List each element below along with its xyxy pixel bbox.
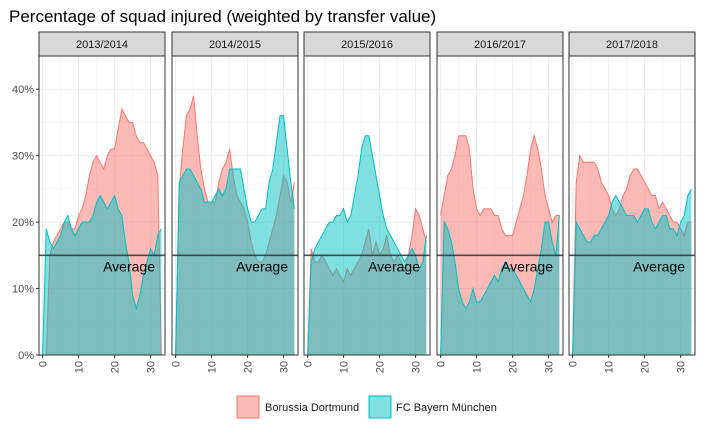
x-tick-label: 30	[676, 361, 688, 373]
facet-panel: 2013/2014 Average 0 10 20 30	[38, 31, 166, 373]
x-tick-label: 30	[279, 361, 291, 373]
area-fc-bayern-muenchen	[307, 135, 427, 355]
x-tick-label: 0	[171, 361, 183, 367]
line-fc-bayern-muenchen	[440, 215, 560, 356]
legend-label: FC Bayern München	[396, 402, 497, 414]
legend-key-borussia-dortmund	[236, 395, 260, 419]
average-label: Average	[501, 258, 553, 274]
x-tick-label: 10	[339, 361, 351, 373]
y-tick-label: 10%	[12, 284, 34, 296]
facet-panel: 2014/2015 Average 0 10 20 30	[171, 31, 299, 373]
x-tick-label: 20	[508, 361, 520, 373]
x-tick-label: 0	[303, 361, 315, 367]
average-label: Average	[633, 258, 685, 274]
area-fc-bayern-muenchen	[440, 215, 560, 355]
average-label: Average	[368, 258, 420, 274]
facet-strip-label: 2013/2014	[76, 39, 128, 51]
facet-strip	[171, 31, 299, 57]
x-tick-label: 0	[568, 361, 580, 367]
panel-border	[568, 55, 696, 356]
y-tick-label: 30%	[12, 151, 34, 163]
facet-strip-label: 2016/2017	[474, 39, 526, 51]
x-tick-label: 20	[110, 361, 122, 373]
x-tick-label: 0	[436, 361, 448, 367]
line-borussia-dortmund	[440, 133, 560, 236]
line-fc-bayern-muenchen	[175, 115, 295, 356]
facet-strip-label: 2015/2016	[341, 39, 393, 51]
area-fc-bayern-muenchen	[175, 115, 295, 355]
x-tick-label: 30	[544, 361, 556, 373]
line-fc-bayern-muenchen	[307, 135, 427, 356]
area-fc-bayern-muenchen	[42, 195, 162, 355]
legend: Borussia Dortmund FC Bayern München	[236, 395, 497, 419]
x-tick-label: 20	[375, 361, 387, 373]
facet-panel: 2017/2018 Average 0 10 20 30	[568, 31, 696, 373]
average-label: Average	[236, 258, 288, 274]
line-borussia-dortmund	[42, 107, 162, 356]
average-label: Average	[103, 258, 155, 274]
x-tick-label: 30	[146, 361, 158, 373]
panel-border	[436, 55, 564, 356]
y-tick-label: 20%	[12, 217, 34, 229]
facet-strip-label: 2017/2018	[606, 39, 658, 51]
facet-strip	[38, 31, 166, 57]
facet-strip-label: 2014/2015	[209, 39, 261, 51]
x-tick-label: 10	[604, 361, 616, 373]
x-tick-label: 10	[472, 361, 484, 373]
legend-key-fc-bayern-muenchen	[368, 395, 392, 419]
x-tick-label: 30	[411, 361, 423, 373]
line-borussia-dortmund	[572, 154, 692, 356]
x-tick-label: 20	[640, 361, 652, 373]
line-fc-bayern-muenchen	[572, 188, 692, 356]
chart-title: Percentage of squad injured (weighted by…	[9, 7, 436, 26]
facet-strip	[303, 31, 431, 57]
x-tick-label: 10	[74, 361, 86, 373]
panel-border	[303, 55, 431, 356]
line-fc-bayern-muenchen	[42, 194, 162, 356]
y-tick-label: 0%	[18, 350, 34, 362]
panel-border	[38, 55, 166, 356]
x-tick-label: 0	[38, 361, 50, 367]
panel-border	[171, 55, 299, 356]
area-fc-bayern-muenchen	[572, 188, 692, 355]
y-axis: 0% 10% 20% 30% 40%	[12, 84, 39, 362]
facet-strip	[568, 31, 696, 57]
x-tick-label: 10	[207, 361, 219, 373]
facet-panel: 2015/2016 Average 0 10 20 30	[303, 31, 431, 373]
facet-panel: 2016/2017 Average 0 10 20 30	[436, 31, 564, 373]
y-tick-label: 40%	[12, 84, 34, 96]
facet-panels: 2013/2014 Average 0 10 20 30 2014/2015 Average 0…	[38, 31, 696, 373]
x-tick-label: 20	[243, 361, 255, 373]
legend-label: Borussia Dortmund	[265, 402, 359, 414]
